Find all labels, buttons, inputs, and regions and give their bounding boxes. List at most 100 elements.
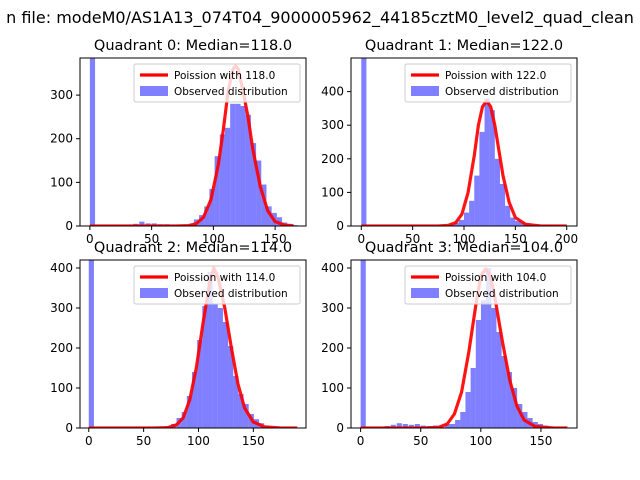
histogram-bar <box>360 260 366 428</box>
legend-box <box>404 265 572 305</box>
histogram-bar <box>465 392 471 428</box>
histogram-bar <box>484 98 490 226</box>
subplot-title: Quadrant 1: Median=122.0 <box>365 38 563 54</box>
histogram-bar <box>506 372 512 428</box>
axes-frame <box>79 57 307 227</box>
poisson-curve-line <box>361 99 567 226</box>
histogram-bar <box>449 424 456 428</box>
histogram-bar <box>256 160 262 226</box>
histogram-bar <box>212 304 218 428</box>
histogram-bar <box>517 404 523 428</box>
x-tick-label: 50 <box>144 232 159 246</box>
y-tick-label: 100 <box>50 175 73 189</box>
y-tick-label: 0 <box>65 421 73 435</box>
histogram-bar <box>207 272 213 428</box>
y-tick-label: 100 <box>321 381 344 395</box>
subplot-quadrant-1: Quadrant 1: Median=122.0 0 50 100 150 200 0 100… <box>321 38 578 246</box>
x-tick-label: 0 <box>357 232 365 246</box>
axes-frame <box>79 259 307 429</box>
subplot-quadrant-2: Quadrant 2: Median=114.0 0 50 100 150 0 100 200… <box>50 240 307 448</box>
x-tick-label: 50 <box>413 434 428 448</box>
subplot-title: Quadrant 0: Median=118.0 <box>94 38 292 54</box>
subplot-quadrant-0: Quadrant 0: Median=118.0 0 50 100 150 0 100 200… <box>50 38 307 246</box>
legend-label-poisson: Poission with 118.0 <box>174 70 275 82</box>
histogram-bar <box>489 110 495 226</box>
legend-bar-swatch <box>411 86 439 96</box>
legend-label-poisson: Poission with 114.0 <box>174 272 275 284</box>
y-tick-label: 0 <box>336 219 344 233</box>
histogram-bar <box>515 220 521 226</box>
axes-frame <box>350 259 578 429</box>
histogram-bar <box>499 184 506 226</box>
histogram-bar <box>202 306 208 428</box>
histogram-bar <box>444 424 450 428</box>
histogram-bar <box>460 412 466 428</box>
histogram-bar <box>261 184 267 226</box>
legend: Poission with 122.0 Observed distribution <box>404 63 572 103</box>
histogram-bar <box>361 58 367 226</box>
histogram-bar <box>214 156 220 226</box>
y-tick-label: 0 <box>65 219 73 233</box>
x-tick-label: 100 <box>469 434 492 448</box>
x-tick-label: 100 <box>202 232 225 246</box>
y-tick-label: 300 <box>50 88 73 102</box>
histogram-bar <box>217 308 223 428</box>
histogram-bar <box>204 206 210 226</box>
x-tick-label: 150 <box>264 232 287 246</box>
histogram-bar <box>496 332 502 428</box>
histogram-bar <box>486 268 492 428</box>
y-tick-label: 400 <box>50 261 73 275</box>
legend-box <box>133 63 301 103</box>
y-tick-label: 300 <box>50 301 73 315</box>
subplot-quadrant-3: Quadrant 3: Median=104.0 0 50 100 150 0 100 200… <box>321 240 578 448</box>
histogram-bar <box>238 394 244 428</box>
histogram-bar <box>233 376 239 428</box>
histogram-bar <box>511 388 518 428</box>
histogram-bar <box>510 217 516 226</box>
histogram-bar <box>243 404 249 428</box>
y-tick-label: 200 <box>50 132 73 146</box>
histogram-bar <box>458 219 464 226</box>
legend-bar-swatch <box>411 288 439 298</box>
y-tick-label: 200 <box>321 341 344 355</box>
x-tick-label: 150 <box>529 434 552 448</box>
histogram-bar <box>501 356 507 428</box>
histogram-bar <box>245 114 251 226</box>
histogram-bar <box>230 103 236 226</box>
histogram-bar <box>209 188 215 226</box>
histogram-bar <box>480 300 487 428</box>
histogram-bar <box>224 127 231 226</box>
legend-box <box>404 63 572 103</box>
histogram-bar <box>197 340 203 428</box>
x-tick-label: 150 <box>242 434 265 448</box>
histogram-bar <box>505 205 511 226</box>
histogram-bar <box>228 346 234 428</box>
histogram-bar <box>491 308 497 428</box>
x-tick-label: 50 <box>136 434 151 448</box>
histogram-bar <box>192 372 198 428</box>
histogram-bar <box>139 221 145 226</box>
y-tick-label: 400 <box>321 85 344 99</box>
legend-bar-swatch <box>140 288 168 298</box>
legend-label-observed: Observed distribution <box>445 288 559 300</box>
x-tick-label: 0 <box>86 232 94 246</box>
x-tick-label: 200 <box>555 232 578 246</box>
legend-label-poisson: Poission with 104.0 <box>445 272 546 284</box>
y-tick-label: 100 <box>321 185 344 199</box>
histogram-bar <box>88 260 94 428</box>
histogram-bar <box>240 106 246 226</box>
histogram-bar <box>464 212 470 226</box>
histogram-bar <box>474 175 480 226</box>
histogram-bar <box>402 424 408 428</box>
legend: Poission with 118.0 Observed distribution <box>133 63 301 103</box>
figure-suptitle: n file: modeM0/AS1A13_074T04_9000005962_… <box>6 8 634 27</box>
histogram-bar <box>266 206 272 226</box>
x-tick-label: 150 <box>504 232 527 246</box>
subplot-title: Quadrant 3: Median=104.0 <box>365 240 563 256</box>
legend: Poission with 104.0 Observed distribution <box>404 265 572 305</box>
y-tick-label: 0 <box>336 421 344 435</box>
histogram-bar <box>414 424 420 428</box>
histogram-bar <box>186 396 193 428</box>
legend-label-observed: Observed distribution <box>174 86 288 98</box>
